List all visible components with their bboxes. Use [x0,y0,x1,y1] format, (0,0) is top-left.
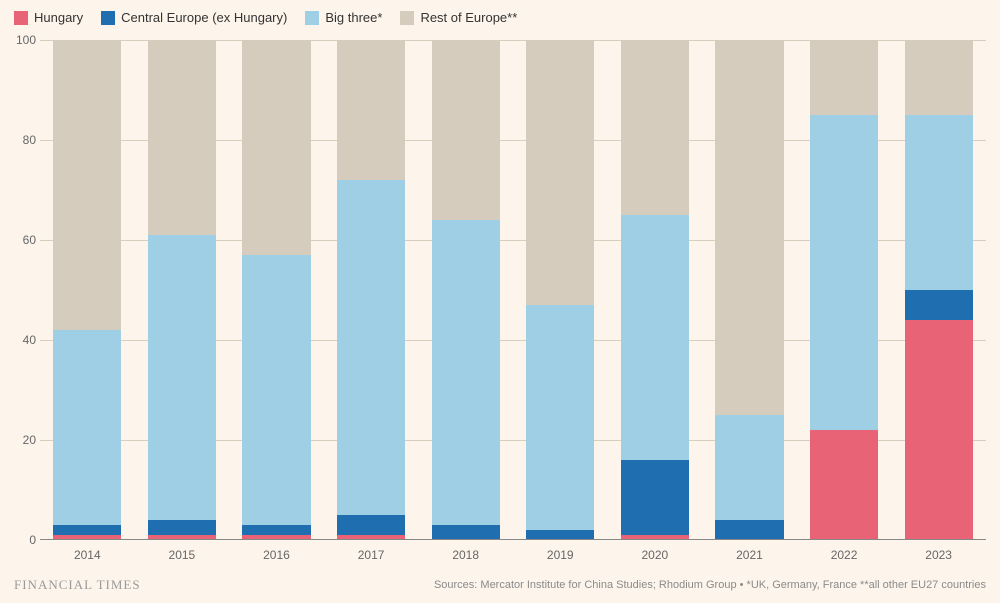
x-tick-label: 2016 [229,548,324,562]
segment-bigthree [715,415,783,520]
segment-bigthree [526,305,594,530]
bar-2022 [810,40,878,540]
bar-slot: 2020 [608,40,703,540]
bar-2017 [337,40,405,540]
legend-swatch-bigthree [305,11,319,25]
legend-label-bigthree: Big three* [325,10,382,25]
legend-item-hungary: Hungary [14,10,83,25]
y-tick-label: 0 [10,533,36,547]
segment-hungary [810,430,878,540]
segment-rest [905,40,973,115]
x-tick-label: 2017 [324,548,419,562]
source-label: Sources: Mercator Institute for China St… [434,579,986,591]
legend: Hungary Central Europe (ex Hungary) Big th… [0,0,1000,31]
bar-2014 [53,40,121,540]
bar-2018 [432,40,500,540]
legend-swatch-rest [400,11,414,25]
x-tick-label: 2023 [891,548,986,562]
y-tick-label: 100 [10,33,36,47]
bar-slot: 2023 [891,40,986,540]
legend-swatch-ceurope [101,11,115,25]
y-tick-label: 40 [10,333,36,347]
segment-ceurope [148,520,216,535]
segment-rest [242,40,310,255]
x-axis-baseline [40,539,986,540]
bar-slot: 2014 [40,40,135,540]
segment-bigthree [53,330,121,525]
segment-rest [432,40,500,220]
segment-ceurope [242,525,310,535]
segment-ceurope [432,525,500,540]
x-tick-label: 2021 [702,548,797,562]
bar-2021 [715,40,783,540]
bar-slot: 2015 [135,40,230,540]
segment-rest [621,40,689,215]
legend-item-ceurope: Central Europe (ex Hungary) [101,10,287,25]
segment-rest [53,40,121,330]
segment-bigthree [148,235,216,520]
y-tick-label: 80 [10,133,36,147]
x-tick-label: 2015 [135,548,230,562]
bar-slot: 2016 [229,40,324,540]
y-tick-label: 20 [10,433,36,447]
bars-container: 2014201520162017201820192020202120222023 [40,40,986,540]
x-tick-label: 2022 [797,548,892,562]
segment-bigthree [905,115,973,290]
bar-2020 [621,40,689,540]
bar-slot: 2022 [797,40,892,540]
bar-slot: 2018 [418,40,513,540]
x-tick-label: 2014 [40,548,135,562]
segment-bigthree [337,180,405,515]
bar-slot: 2017 [324,40,419,540]
legend-item-rest: Rest of Europe** [400,10,517,25]
legend-label-rest: Rest of Europe** [420,10,517,25]
chart-area: 020406080100 201420152016201720182019202… [40,40,986,540]
segment-bigthree [810,115,878,430]
legend-label-hungary: Hungary [34,10,83,25]
bar-2023 [905,40,973,540]
segment-rest [337,40,405,180]
x-tick-label: 2020 [608,548,703,562]
bar-slot: 2019 [513,40,608,540]
segment-ceurope [621,460,689,535]
bar-2015 [148,40,216,540]
legend-label-ceurope: Central Europe (ex Hungary) [121,10,287,25]
segment-bigthree [621,215,689,460]
bar-slot: 2021 [702,40,797,540]
x-tick-label: 2018 [418,548,513,562]
segment-rest [715,40,783,415]
legend-item-bigthree: Big three* [305,10,382,25]
segment-bigthree [432,220,500,525]
bar-2019 [526,40,594,540]
segment-ceurope [715,520,783,540]
x-tick-label: 2019 [513,548,608,562]
y-tick-label: 60 [10,233,36,247]
segment-ceurope [905,290,973,320]
segment-hungary [905,320,973,540]
segment-ceurope [53,525,121,535]
segment-rest [148,40,216,235]
brand-label: FINANCIAL TIMES [14,577,141,593]
segment-rest [526,40,594,305]
segment-bigthree [242,255,310,525]
segment-ceurope [337,515,405,535]
segment-rest [810,40,878,115]
legend-swatch-hungary [14,11,28,25]
bar-2016 [242,40,310,540]
